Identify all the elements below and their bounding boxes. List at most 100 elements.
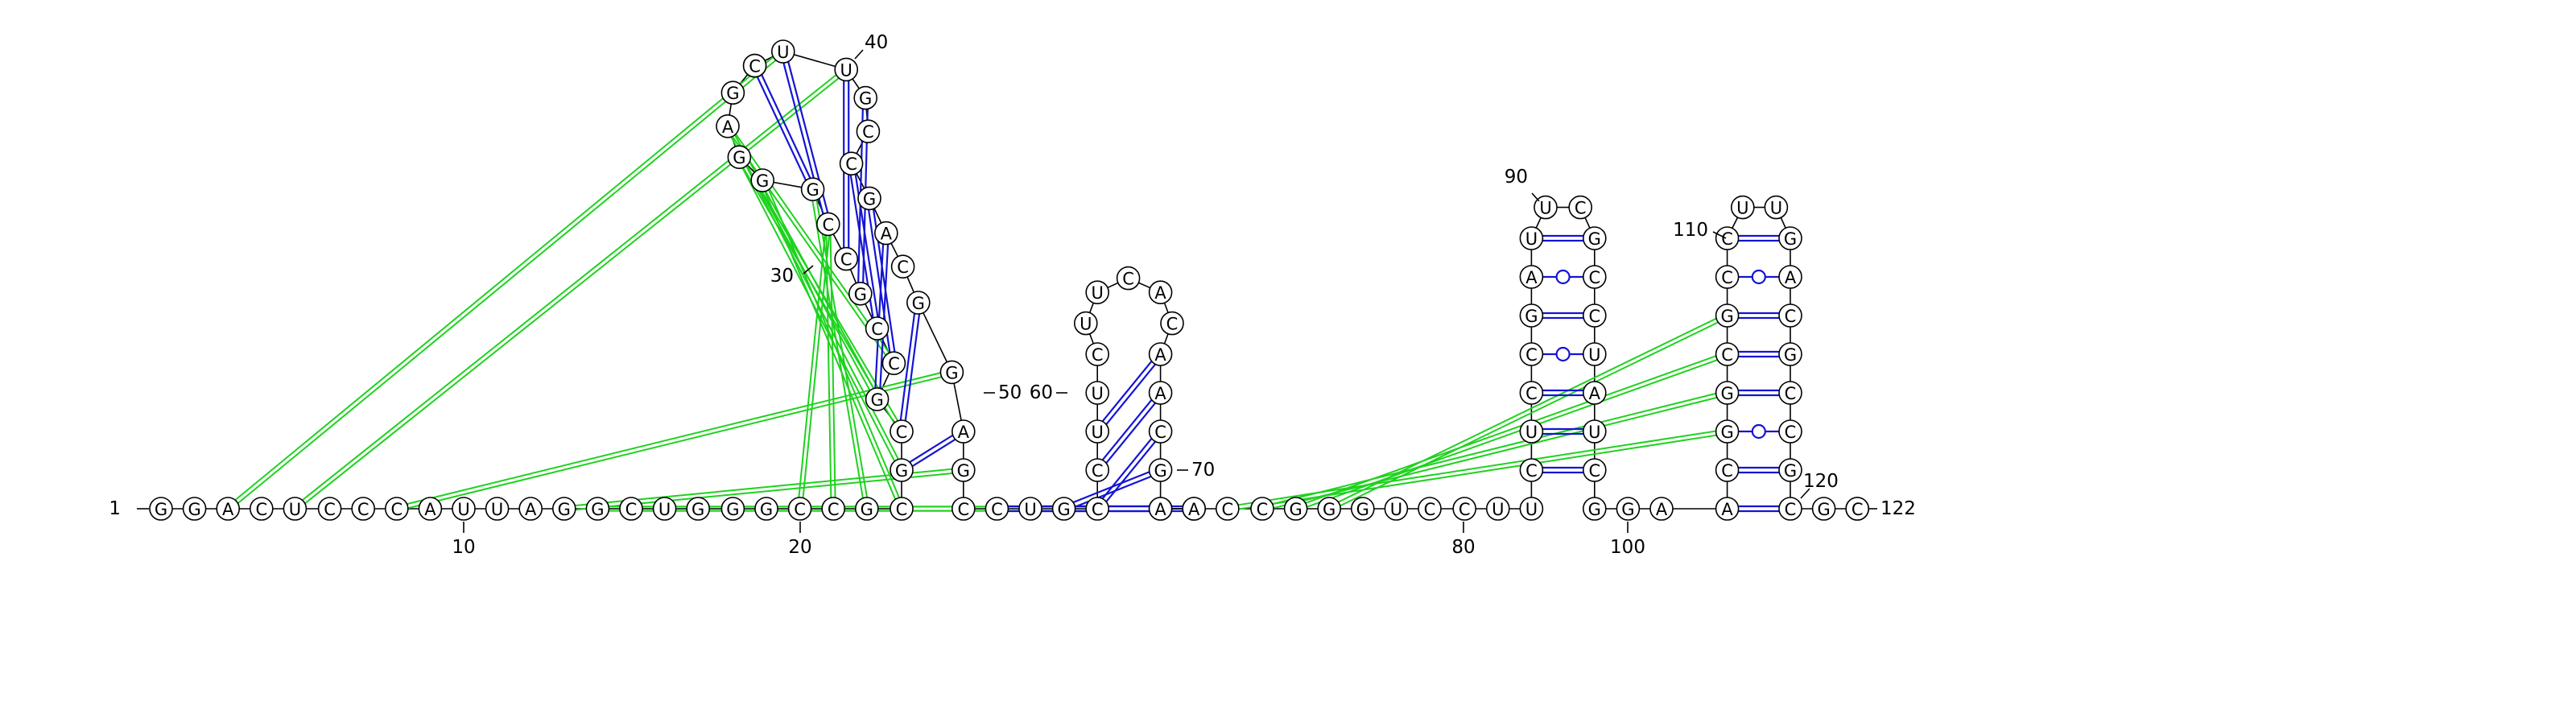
nucleotide-letter: A [1154, 384, 1166, 403]
nucleotide-letter: G [912, 294, 925, 313]
nucleotide-letter: C [1525, 345, 1538, 365]
nucleotide-letter: G [945, 363, 958, 382]
nucleotide: C [857, 120, 879, 142]
nucleotide: C [985, 497, 1008, 520]
nucleotide-letter: C [1721, 229, 1733, 249]
nucleotide-letter: C [1092, 345, 1104, 365]
nucleotide-letter: G [1057, 500, 1070, 519]
nucleotide-letter: G [1720, 423, 1733, 442]
nucleotide-letter: C [625, 500, 638, 519]
nucleotide-letter: C [1785, 307, 1797, 326]
nucleotide-letter: U [1588, 423, 1600, 442]
index-label: 30 [770, 266, 794, 287]
base-pair-bond [1106, 365, 1155, 424]
nucleotide-letter: A [525, 500, 537, 519]
nucleotide-letter: U [1092, 283, 1104, 303]
nucleotide: A [1650, 497, 1673, 520]
nucleotide-letter: U [1525, 500, 1538, 519]
nucleotide: G [553, 497, 576, 520]
nucleotide-letter: C [845, 155, 857, 174]
nucleotide: C [1086, 459, 1108, 481]
nucleotide: U [1487, 497, 1509, 520]
nucleotide: G [858, 187, 881, 209]
pseudoknot-link [811, 190, 865, 510]
nucleotide-letter: A [1656, 500, 1668, 519]
nucleotide: C [352, 497, 374, 520]
nucleotide: C [835, 248, 857, 270]
base-pair-bond [1103, 361, 1152, 421]
nucleotide-letter: G [558, 500, 571, 519]
nucleotide: G [184, 497, 206, 520]
nucleotide-letter: A [222, 500, 234, 519]
nucleotide: U [452, 497, 475, 520]
nucleotide-letter: G [1154, 461, 1166, 481]
nucleotide: U [1520, 420, 1542, 443]
nucleotide: A [419, 497, 441, 520]
nucleotide-letter: G [1784, 229, 1797, 249]
index-tick [855, 50, 863, 59]
nucleotide: A [1520, 266, 1542, 288]
index-label: 80 [1451, 537, 1475, 558]
nucleotide-letter: G [1621, 500, 1634, 519]
nucleotide-letter: U [840, 60, 852, 80]
nucleotide-letter: G [733, 148, 745, 167]
nucleotide: C [1716, 343, 1739, 365]
index-label: 122 [1880, 498, 1916, 519]
nucleotide-letter: C [794, 500, 806, 519]
nucleotide-letter: C [1785, 423, 1797, 442]
nucleotide: U [486, 497, 509, 520]
nucleotide-letter: C [1785, 500, 1797, 519]
nucleotide-letter: G [760, 500, 773, 519]
index-label: 100 [1610, 537, 1645, 558]
nucleotide: C [744, 55, 766, 77]
nucleotide-letter: U [457, 500, 469, 519]
nucleotide-letter: G [726, 500, 739, 519]
index-label: 10 [452, 537, 475, 558]
nucleotide: G [907, 291, 930, 314]
nucleotide-letter: C [255, 500, 267, 519]
nucleotide-letter: C [888, 354, 900, 374]
nucleotide-letter: C [1092, 461, 1104, 481]
nucleotide-letter: U [1525, 423, 1538, 442]
nucleotide-letter: A [1154, 283, 1166, 303]
nucleotide: C [822, 497, 844, 520]
nucleotide-letter: U [1024, 500, 1036, 519]
nucleotide-letter: A [1721, 500, 1733, 519]
nucleotide: A [1779, 266, 1802, 288]
nucleotide: C [866, 317, 889, 340]
nucleotide-letter: U [1390, 500, 1402, 519]
noncanonical-pair-marker [1557, 348, 1570, 361]
nucleotide-letter: C [991, 500, 1003, 519]
nucleotide: A [952, 420, 975, 443]
nucleotide-letter: C [1588, 461, 1600, 481]
nucleotide-letter: C [1588, 307, 1600, 326]
index-label: 60 [1030, 382, 1053, 403]
nucleotide: A [519, 497, 542, 520]
nucleotide-letter: A [1188, 500, 1200, 519]
pseudoknot-link [294, 68, 845, 507]
pseudoknot-link [1261, 390, 1727, 506]
pseudoknot-link [1295, 353, 1727, 507]
nucleotide: C [1779, 420, 1802, 443]
nucleotide: C [319, 497, 341, 520]
nucleotide: G [1779, 343, 1802, 365]
nucleotide: G [1583, 227, 1606, 250]
nucleotide-letter: G [870, 390, 883, 410]
nucleotide: C [1161, 312, 1183, 335]
nucleotide: C [1453, 497, 1476, 520]
nucleotide-letter: U [1092, 384, 1104, 403]
nucleotide: C [1251, 497, 1274, 520]
base-pair-bond [1075, 477, 1151, 507]
noncanonical-pair-marker [1752, 270, 1765, 283]
nucleotide: C [892, 255, 914, 278]
nucleotide: U [1086, 382, 1108, 404]
noncanonical-pair-marker [1557, 270, 1570, 283]
nucleotide: G [854, 87, 877, 109]
nucleotide: G [1716, 304, 1739, 327]
nucleotide: U [1385, 497, 1407, 520]
nucleotide-letter: C [1122, 270, 1134, 289]
nucleotide-letter: G [1588, 229, 1601, 249]
nucleotide: U [1086, 420, 1108, 443]
base-pair-layer [758, 62, 1779, 511]
